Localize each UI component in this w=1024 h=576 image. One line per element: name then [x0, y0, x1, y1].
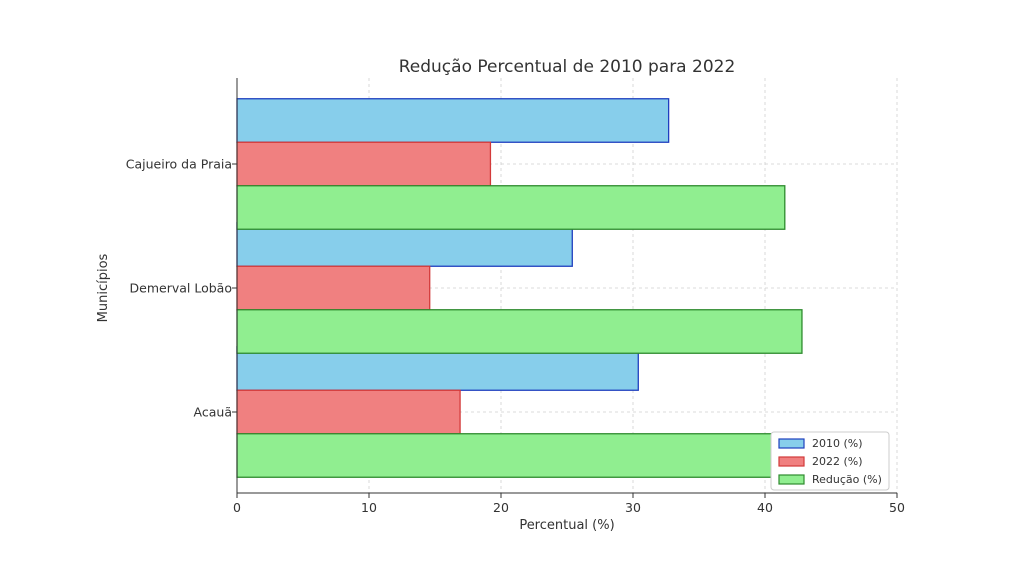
x-tick-label: 10 [361, 500, 377, 515]
legend-swatch [778, 438, 805, 449]
bar [236, 309, 803, 354]
y-axis-label: Municípios [96, 253, 111, 322]
legend: 2010 (%) 2022 (%) Redução (%) [770, 431, 890, 491]
legend-label: 2022 (%) [812, 455, 863, 468]
x-tick-label: 50 [889, 500, 905, 515]
bar [236, 389, 461, 435]
bar [236, 433, 826, 478]
x-tick-label: 30 [625, 500, 641, 515]
chart-title: Redução Percentual de 2010 para 2022 [399, 57, 736, 77]
x-tick-label: 20 [493, 500, 509, 515]
bar [236, 185, 786, 230]
y-tick-label: Cajueiro da Praia [126, 157, 232, 172]
bar [236, 98, 670, 143]
axes [236, 78, 897, 494]
x-axis-label: Percentual (%) [519, 518, 614, 533]
y-ticks: Acauã Demerval Lobão Cajueiro da Praia [126, 157, 237, 420]
legend-label: Redução (%) [812, 473, 882, 486]
x-ticks: 0 10 20 30 40 50 [233, 493, 905, 515]
legend-swatch [778, 456, 805, 467]
legend-label: 2010 (%) [812, 437, 863, 450]
bar [236, 141, 492, 187]
y-tick-label: Demerval Lobão [130, 281, 232, 296]
y-tick-label: Acauã [194, 405, 232, 420]
legend-swatch [778, 474, 805, 485]
bars [236, 98, 826, 478]
bar [236, 265, 431, 311]
x-tick-label: 40 [757, 500, 773, 515]
x-tick-label: 0 [233, 500, 241, 515]
